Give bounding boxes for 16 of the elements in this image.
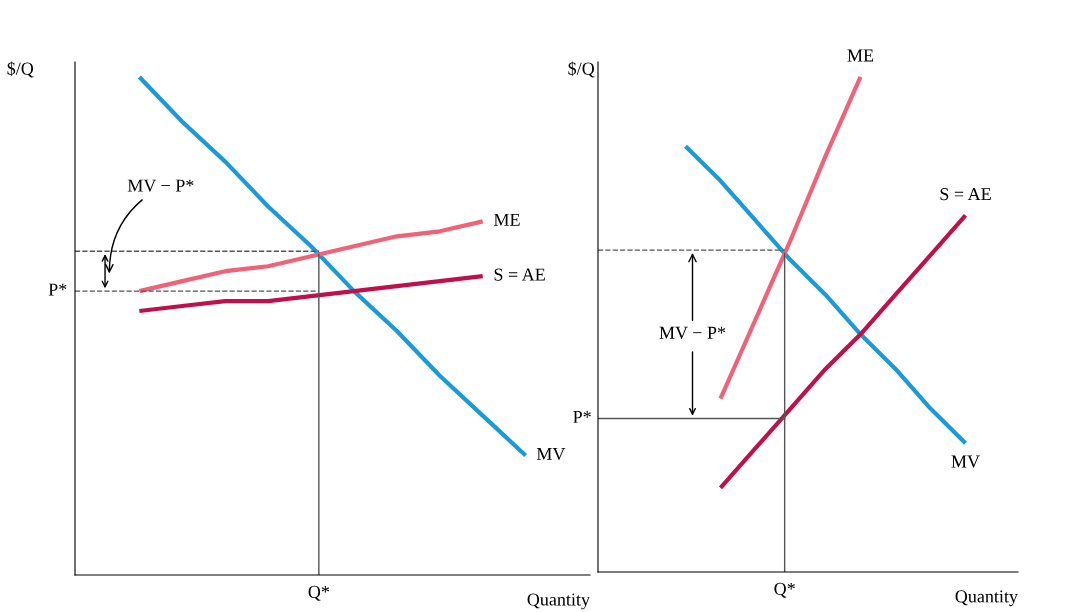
ref-line-label: P* [48, 283, 67, 296]
series-label: MV [536, 447, 566, 461]
series-label: S = AE [940, 188, 991, 201]
text: Q* [308, 585, 330, 601]
text: Q* [774, 582, 795, 598]
series-label: S = AE [494, 268, 545, 281]
y-axis-title: $/Q [7, 61, 34, 78]
y-axis-title: $/Q [568, 61, 595, 78]
ref-line-label: P* [573, 411, 591, 423]
series-label: ME [847, 49, 874, 62]
annotation: MV − P* [659, 326, 726, 339]
series-label: ME [493, 213, 520, 226]
x-axis-title: Quantity [955, 590, 1018, 607]
x-axis-title: Quantity [527, 593, 590, 610]
annotation: MV − P* [127, 179, 194, 192]
series-label: MV [951, 455, 980, 468]
